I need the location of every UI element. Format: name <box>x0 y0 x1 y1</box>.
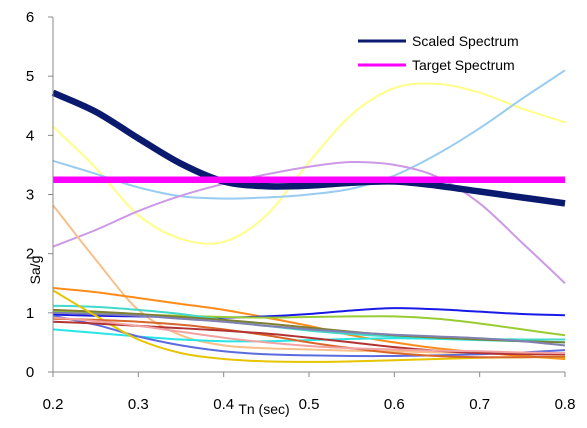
x-tick-label: 0.6 <box>384 396 405 413</box>
series-line-15 <box>52 317 566 359</box>
series-layer <box>51 69 566 363</box>
legend: Scaled Spectrum Target Spectrum <box>358 33 519 73</box>
y-tick-label: 2 <box>26 246 34 263</box>
y-tick-label: 1 <box>26 305 34 322</box>
x-axis-title: Tn (sec) <box>238 401 289 417</box>
series-line-12 <box>52 311 566 347</box>
y-tick-label: 3 <box>26 187 34 204</box>
ticks-layer: 0.2 0.3 0.4 0.5 0.6 0.7 0.8 0 1 2 3 4 5 6 <box>26 9 576 413</box>
x-tick-label: 0.7 <box>469 396 490 413</box>
y-tick-label: 6 <box>26 9 34 26</box>
y-tick-label: 4 <box>26 127 34 144</box>
series-line-13 <box>52 314 566 358</box>
series-line-17 <box>52 316 566 355</box>
x-tick-label: 0.2 <box>43 396 64 413</box>
y-tick-label: 0 <box>26 364 34 381</box>
series-line-2 <box>52 82 566 245</box>
series-line-11 <box>52 308 566 344</box>
y-axis-title: Sa/g <box>27 256 43 285</box>
y-tick-label: 5 <box>26 68 34 85</box>
x-tick-label: 0.8 <box>555 396 576 413</box>
x-tick-label: 0.3 <box>128 396 149 413</box>
x-tick-label: 0.4 <box>213 396 234 413</box>
series-line-scaled-spectrum <box>51 89 566 207</box>
series-line-3 <box>52 69 566 200</box>
series-line-4 <box>52 160 566 285</box>
x-tick-label: 0.5 <box>299 396 320 413</box>
legend-label-scaled-spectrum: Scaled Spectrum <box>412 33 519 49</box>
legend-label-target-spectrum: Target Spectrum <box>412 57 515 73</box>
